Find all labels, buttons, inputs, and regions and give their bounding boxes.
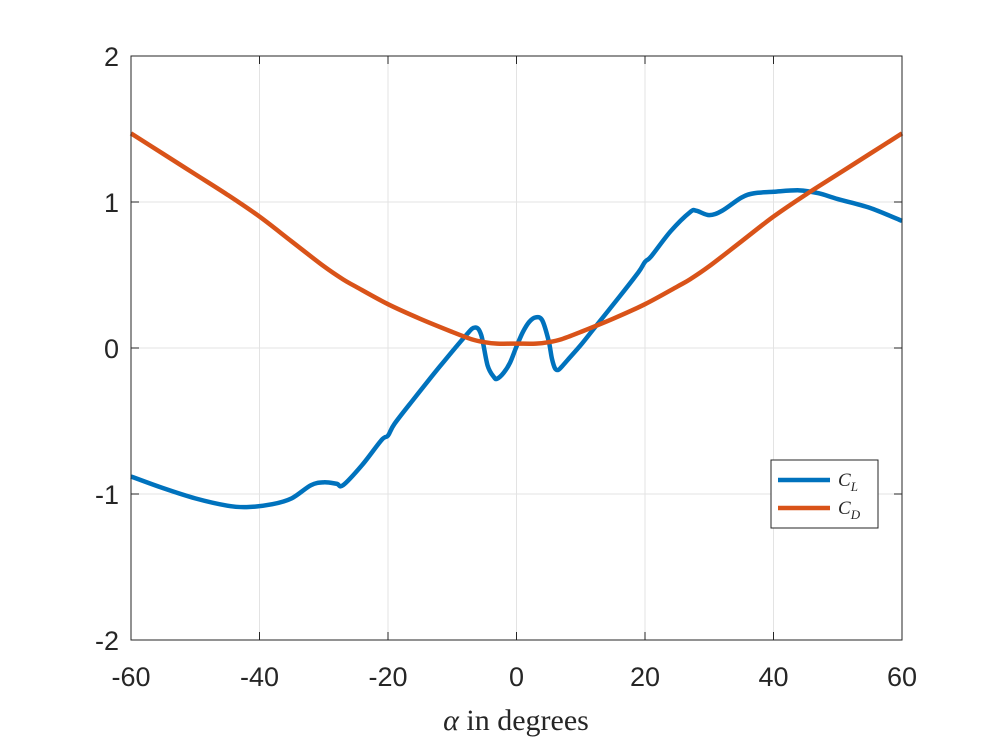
series-cd-line <box>129 131 904 346</box>
plot-frame <box>130 55 903 641</box>
x-tick-labels: -60 -40 -20 0 20 40 60 <box>111 662 917 692</box>
legend-entry-cd-main: C <box>838 498 851 519</box>
legend-entry-cl-sub: L <box>850 479 858 494</box>
y-tick-labels: -2 -1 0 1 2 <box>95 42 119 656</box>
legend-entry-cl: CL <box>838 470 858 494</box>
x-axis-label-symbol: α <box>443 704 460 737</box>
x-tick-label: -40 <box>240 662 279 692</box>
legend-box <box>770 459 879 529</box>
legend-entry-cd: CD <box>838 498 861 522</box>
x-tick-label: 20 <box>630 662 660 692</box>
x-tick-label: 0 <box>509 662 524 692</box>
legend-entry-cl-main: C <box>838 470 851 491</box>
y-tick-label: 2 <box>104 42 119 72</box>
y-tick-label: 0 <box>104 334 119 364</box>
legend-entry-cd-sub: D <box>850 507 861 522</box>
y-tick-label: -1 <box>95 480 119 510</box>
x-tick-label: -20 <box>368 662 407 692</box>
legend: CL CD <box>770 459 879 529</box>
y-tick-label: 1 <box>104 188 119 218</box>
series-cl-line <box>130 188 903 510</box>
x-tick-label: 40 <box>758 662 788 692</box>
x-tick-label: -60 <box>111 662 150 692</box>
y-tick-label: -2 <box>95 626 119 656</box>
series-group <box>129 131 904 510</box>
x-axis-label-text: in degrees <box>459 704 589 737</box>
x-tick-label: 60 <box>887 662 917 692</box>
x-axis-label: α in degrees <box>443 704 589 737</box>
